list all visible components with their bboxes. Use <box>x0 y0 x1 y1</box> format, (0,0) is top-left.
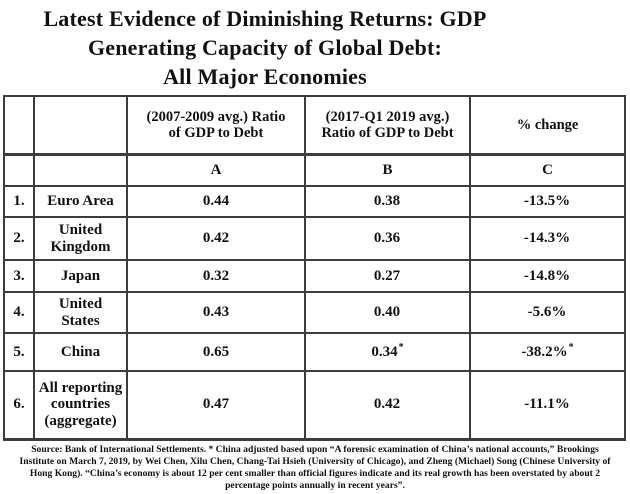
ratio-a-cell: 0.32 <box>126 259 306 293</box>
pct-change-cell: -14.3% <box>469 216 626 261</box>
pct-change-cell: -14.8% <box>469 259 626 293</box>
column-header-a-line-1: (2007-2009 avg.) Ratio <box>146 108 286 125</box>
pct-change-cell: -13.5% <box>469 185 626 218</box>
page-title-line-1: Latest Evidence of Diminishing Returns: … <box>43 6 487 31</box>
footnote-star: * <box>398 341 404 353</box>
row-number: 1. <box>3 185 35 218</box>
table-row-united-states: 4. United States 0.43 0.40 -5.6% <box>3 291 626 334</box>
column-header-a-line-2: of GDP to Debt <box>168 124 264 141</box>
empty-cell <box>3 153 35 187</box>
pct-change-value: -38.2% <box>521 343 568 360</box>
ratio-a-cell: 0.47 <box>126 370 306 441</box>
ratio-b-cell: 0.42 <box>304 370 471 441</box>
letter-c-cell: C <box>469 153 626 187</box>
column-header-pct-change: % change <box>469 95 626 156</box>
ratio-b-value: 0.42 <box>373 396 401 413</box>
ratio-b-value: 0.40 <box>373 304 401 321</box>
ratio-b-cell: 0.36 <box>304 216 471 261</box>
source-footnote-line-4: percentage points annually in recent yea… <box>225 479 405 491</box>
source-footnote-line-3: Hong Kong). “China’s economy is about 12… <box>29 467 601 479</box>
table-row-japan: 3. Japan 0.32 0.27 -14.8% <box>3 259 626 293</box>
ratio-b-cell: 0.40 <box>304 291 471 334</box>
row-number: 6. <box>3 370 35 441</box>
row-number: 5. <box>3 332 35 372</box>
ratio-b-cell: 0.27 <box>304 259 471 293</box>
pct-change-cell: -38.2%* <box>469 332 626 372</box>
table-letter-row: A B C <box>3 153 626 187</box>
source-footnote-line-1: Source: Bank of International Settlement… <box>31 443 599 455</box>
pct-change-value: -13.5% <box>523 193 571 210</box>
gdp-debt-table: (2007-2009 avg.) Ratio of GDP to Debt (2… <box>3 95 626 441</box>
ratio-b-cell: 0.34* <box>304 332 471 372</box>
table-row-all-reporting-countries: 6. All reporting countries (aggregate) 0… <box>3 370 626 441</box>
ratio-a-cell: 0.44 <box>126 185 306 218</box>
country-cell: China <box>33 332 128 372</box>
pct-change-value: -14.3% <box>523 230 571 247</box>
ratio-a-cell: 0.43 <box>126 291 306 334</box>
empty-cell <box>3 95 35 156</box>
column-header-b-line-1: (2017-Q1 2019 avg.) <box>325 108 450 125</box>
source-footnote: Source: Bank of International Settlement… <box>0 444 630 492</box>
country-cell: Euro Area <box>33 185 128 218</box>
ratio-b-cell: 0.38 <box>304 185 471 218</box>
empty-cell <box>33 95 128 156</box>
ratio-b-value: 0.38 <box>373 193 401 210</box>
country-cell: All reporting countries (aggregate) <box>33 370 128 441</box>
table-row-china: 5. China 0.65 0.34* -38.2%* <box>3 332 626 372</box>
pct-change-cell: -11.1% <box>469 370 626 441</box>
pct-change-value: -5.6% <box>527 304 567 321</box>
ratio-b-value: 0.34 <box>371 343 398 360</box>
column-header-b-line-2: Ratio of GDP to Debt <box>321 124 454 141</box>
ratio-b-value: 0.27 <box>373 267 401 284</box>
column-header-b: (2017-Q1 2019 avg.) Ratio of GDP to Debt <box>304 95 471 156</box>
page-title-line-3: All Major Economies <box>163 64 367 89</box>
page-title: Latest Evidence of Diminishing Returns: … <box>0 0 530 91</box>
table-row-euro-area: 1. Euro Area 0.44 0.38 -13.5% <box>3 185 626 218</box>
pct-change-value: -14.8% <box>523 267 571 284</box>
country-cell: United Kingdom <box>33 216 128 261</box>
table-header-row: (2007-2009 avg.) Ratio of GDP to Debt (2… <box>3 95 626 156</box>
source-footnote-line-2: Institute on March 7, 2019, by Wei Chen,… <box>19 455 611 467</box>
column-header-a: (2007-2009 avg.) Ratio of GDP to Debt <box>126 95 306 156</box>
letter-a-cell: A <box>126 153 306 187</box>
table-row-united-kingdom: 2. United Kingdom 0.42 0.36 -14.3% <box>3 216 626 261</box>
pct-change-cell: -5.6% <box>469 291 626 334</box>
row-number: 3. <box>3 259 35 293</box>
country-cell: Japan <box>33 259 128 293</box>
row-number: 2. <box>3 216 35 261</box>
country-cell: United States <box>33 291 128 334</box>
ratio-a-cell: 0.65 <box>126 332 306 372</box>
ratio-b-value: 0.36 <box>373 230 401 247</box>
empty-cell <box>33 153 128 187</box>
letter-b-cell: B <box>304 153 471 187</box>
pct-change-value: -11.1% <box>524 396 570 413</box>
page-title-line-2: Generating Capacity of Global Debt: <box>87 35 443 60</box>
row-number: 4. <box>3 291 35 334</box>
ratio-a-cell: 0.42 <box>126 216 306 261</box>
footnote-star: * <box>568 341 574 353</box>
